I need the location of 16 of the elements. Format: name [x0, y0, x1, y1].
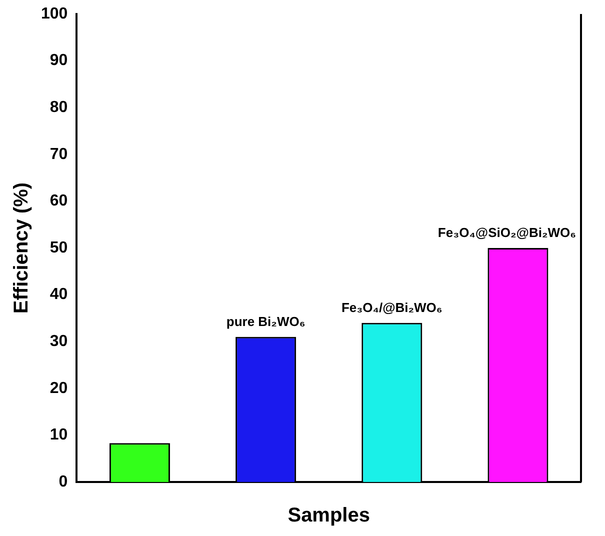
y-tick-label: 20 — [50, 380, 68, 397]
x-axis-title: Samples — [288, 504, 370, 527]
y-tick-label: 10 — [50, 426, 68, 444]
x-tick-label: pure Bi₂WO₆ — [226, 314, 306, 329]
x-tick-label: Fe₃O₄@SiO₂@Bi₂WO₆ — [438, 225, 576, 240]
y-axis-title: Efficiency (%) — [10, 182, 33, 314]
y-tick-label: 90 — [50, 52, 68, 70]
y-tick-label: 80 — [50, 99, 68, 116]
y-tick-label: 50 — [50, 239, 68, 256]
y-tick-label: 30 — [50, 333, 68, 350]
y-tick-label: 70 — [50, 146, 68, 163]
y-tick-label: 100 — [40, 5, 68, 22]
y-tick-label: 40 — [50, 286, 68, 304]
y-tick-label: 60 — [50, 192, 68, 210]
x-tick-label: Fe₃O₄/@Bi₂WO₆ — [341, 300, 442, 315]
y-tick-label: 0 — [58, 473, 68, 490]
